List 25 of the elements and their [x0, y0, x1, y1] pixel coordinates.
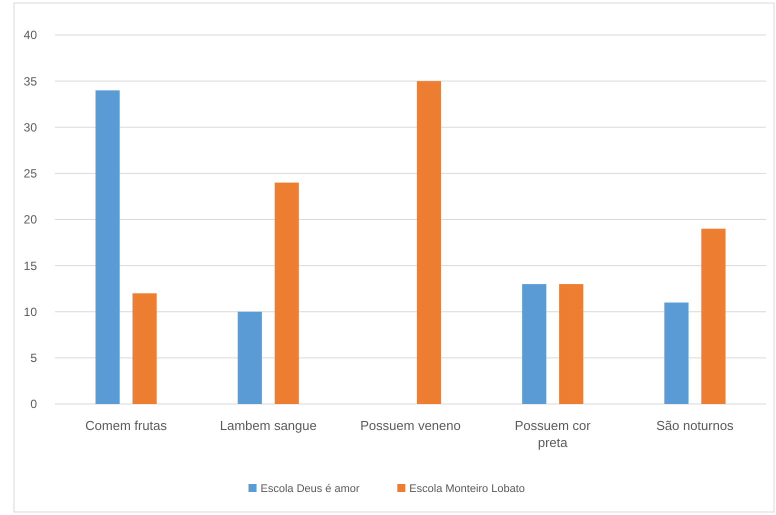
y-tick-label: 40 — [24, 28, 38, 42]
legend-label: Escola Monteiro Lobato — [409, 483, 525, 495]
bar — [559, 284, 584, 404]
bar — [701, 228, 726, 404]
x-tick-label: Possuem cor preta — [514, 418, 592, 450]
x-tick-label: São noturnos — [656, 418, 734, 433]
y-tick-label: 25 — [24, 166, 38, 181]
y-tick-label: 30 — [24, 120, 38, 134]
y-tick-label: 15 — [24, 258, 38, 273]
bar — [132, 293, 157, 404]
bar — [274, 182, 299, 404]
y-tick-label: 0 — [30, 397, 38, 412]
y-tick-label: 10 — [24, 304, 38, 319]
bar — [238, 312, 262, 404]
y-tick-label: 5 — [30, 351, 38, 366]
x-tick-label: Possuem veneno — [360, 418, 461, 433]
bar — [96, 90, 120, 404]
bar — [522, 284, 546, 404]
bar — [664, 302, 688, 404]
legend-label: Escola Deus é amor — [260, 483, 360, 495]
x-tick-label: Lambem sangue — [220, 418, 317, 433]
y-tick-label: 35 — [24, 74, 38, 88]
y-tick-label: 20 — [24, 212, 38, 227]
x-tick-label: Comem frutas — [85, 418, 168, 433]
bar — [416, 81, 442, 404]
